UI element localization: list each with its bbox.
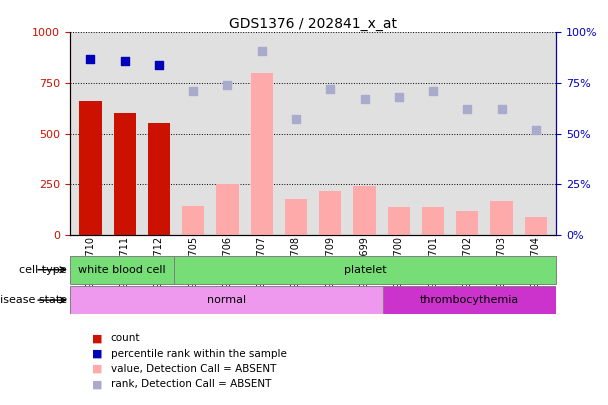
Point bbox=[188, 88, 198, 94]
Point bbox=[86, 55, 95, 62]
Point bbox=[223, 82, 232, 88]
Text: percentile rank within the sample: percentile rank within the sample bbox=[111, 349, 286, 358]
Bar bbox=[70, 256, 174, 284]
Point bbox=[463, 106, 472, 113]
Text: white blood cell: white blood cell bbox=[78, 265, 166, 275]
Point bbox=[291, 116, 301, 123]
Bar bbox=[216, 184, 238, 235]
Point bbox=[531, 126, 541, 133]
Text: ■: ■ bbox=[92, 349, 103, 358]
Text: value, Detection Call = ABSENT: value, Detection Call = ABSENT bbox=[111, 364, 276, 374]
Bar bbox=[250, 73, 273, 235]
Text: normal: normal bbox=[207, 295, 246, 305]
Bar bbox=[174, 256, 556, 284]
Bar bbox=[382, 286, 556, 314]
Point bbox=[360, 96, 370, 102]
Text: ■: ■ bbox=[92, 364, 103, 374]
Title: GDS1376 / 202841_x_at: GDS1376 / 202841_x_at bbox=[229, 17, 397, 31]
Point bbox=[120, 58, 130, 64]
Text: ■: ■ bbox=[92, 333, 103, 343]
Bar bbox=[114, 113, 136, 235]
Text: cell type: cell type bbox=[19, 265, 67, 275]
Point bbox=[394, 94, 404, 100]
Text: disease state: disease state bbox=[0, 295, 67, 305]
Point bbox=[428, 88, 438, 94]
Bar bbox=[525, 217, 547, 235]
Text: rank, Detection Call = ABSENT: rank, Detection Call = ABSENT bbox=[111, 379, 271, 389]
Bar bbox=[353, 186, 376, 235]
Text: ■: ■ bbox=[92, 379, 103, 389]
Point bbox=[257, 47, 266, 54]
Bar bbox=[70, 286, 382, 314]
Bar bbox=[456, 211, 478, 235]
Bar bbox=[319, 192, 341, 235]
Text: count: count bbox=[111, 333, 140, 343]
Point bbox=[325, 86, 335, 92]
Bar bbox=[285, 200, 307, 235]
Text: platelet: platelet bbox=[344, 265, 387, 275]
Bar bbox=[148, 123, 170, 235]
Bar bbox=[79, 101, 102, 235]
Bar bbox=[388, 207, 410, 235]
Bar bbox=[422, 207, 444, 235]
Bar bbox=[491, 202, 513, 235]
Point bbox=[497, 106, 506, 113]
Point bbox=[154, 62, 164, 68]
Text: thrombocythemia: thrombocythemia bbox=[420, 295, 519, 305]
Bar bbox=[182, 206, 204, 235]
